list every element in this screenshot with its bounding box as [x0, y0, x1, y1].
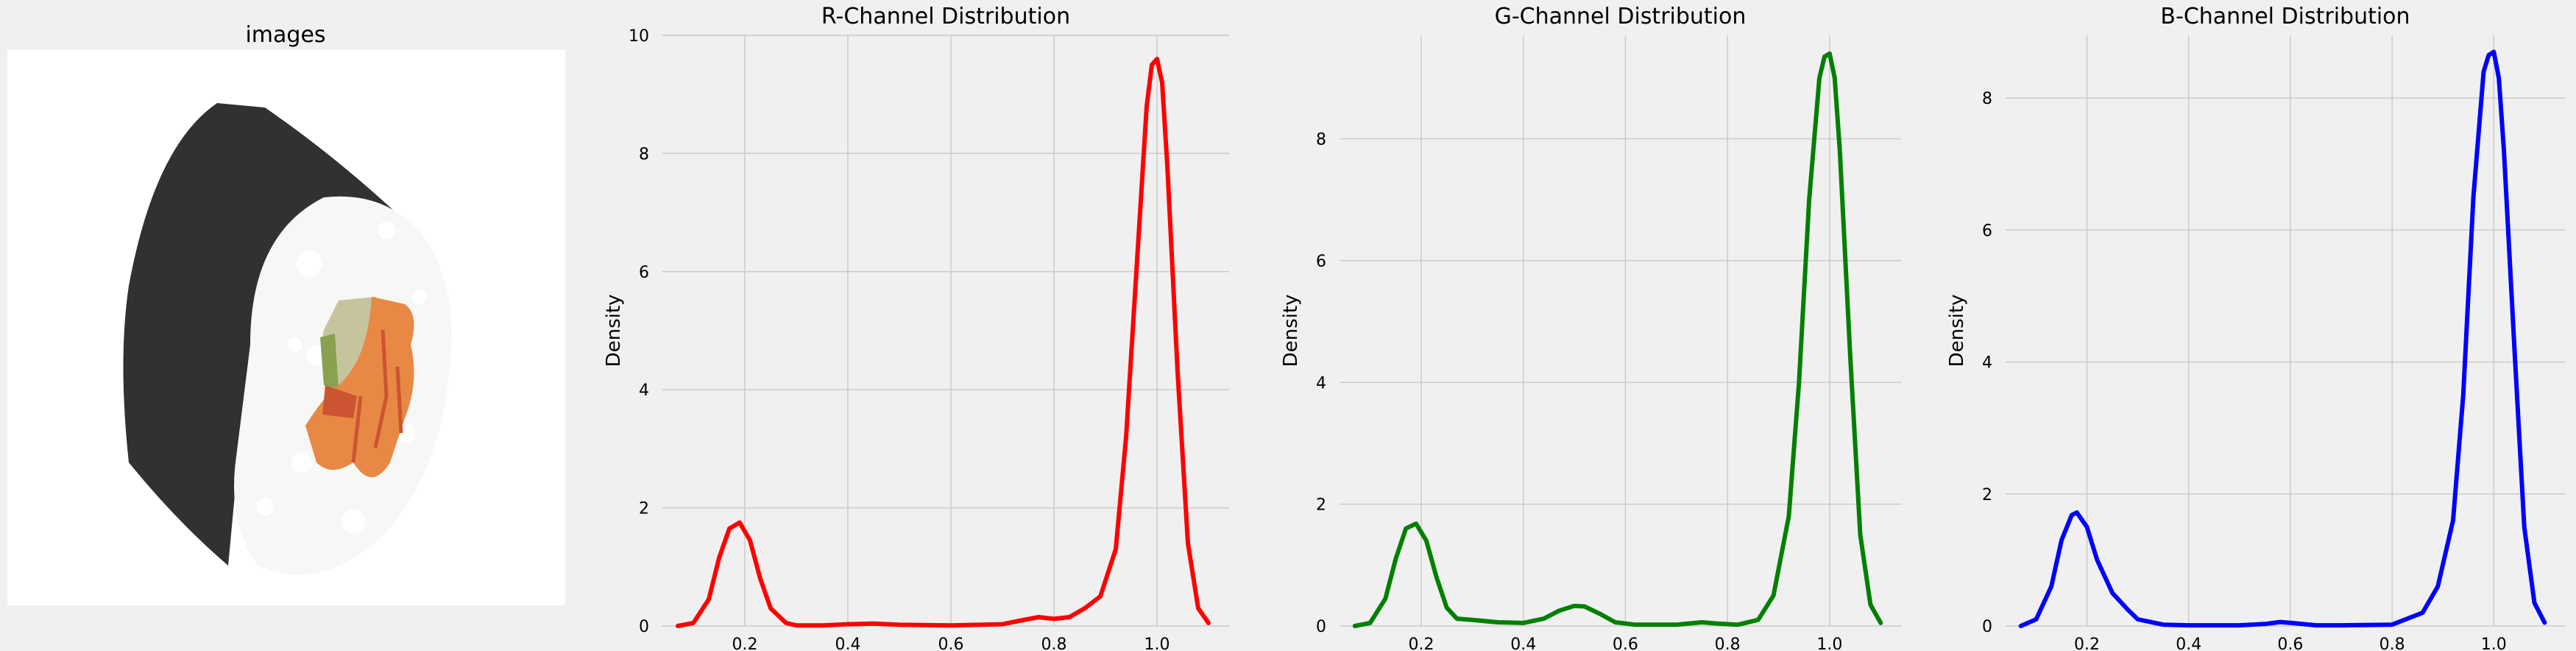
x-tick-label: 0.8: [1041, 636, 1067, 651]
salmon-piece: [305, 297, 414, 477]
chart-1: 0.2 0.4 0.6 0.8 1.0 0 2 4 6 8 10 Density R-Channel D…: [603, 4, 1229, 651]
y-tick-label: 0: [1982, 618, 1992, 636]
chart-title: R-Channel Distribution: [821, 4, 1070, 29]
sushi-roll-image: [123, 103, 452, 575]
y-tick-label: 6: [1316, 253, 1326, 271]
rice-grain: [287, 337, 302, 352]
x-tick-label: 1.0: [1144, 636, 1170, 651]
y-axis-label: Density: [1946, 295, 1968, 367]
image-panel: [7, 50, 565, 605]
x-tick-label: 0.2: [2074, 636, 2100, 651]
y-tick-label: 0: [639, 618, 649, 636]
x-tick-label: 1.0: [2481, 636, 2507, 651]
cucumber-skin: [320, 334, 339, 389]
x-tick-label: 1.0: [1816, 636, 1842, 651]
y-tick-label: 2: [639, 500, 649, 518]
x-tick-label: 0.8: [2379, 636, 2405, 651]
x-tick-label: 0.6: [938, 636, 964, 651]
density-curve: [1352, 51, 1883, 628]
y-tick-label: 0: [1316, 618, 1326, 636]
y-axis-label: Density: [603, 295, 625, 367]
image-panel-title: images: [245, 22, 326, 48]
y-tick-label: 6: [639, 264, 649, 282]
chart-3: 0.2 0.4 0.6 0.8 1.0 0 2 4 6 8 Density B-Channel Dis…: [1946, 4, 2565, 651]
x-tick-label: 0.8: [1715, 636, 1741, 651]
plot-area: [2006, 35, 2565, 626]
chart-title: G-Channel Distribution: [1495, 4, 1747, 29]
x-tick-label: 0.4: [1510, 636, 1536, 651]
y-tick-label: 2: [1982, 486, 1992, 504]
rice-grain: [378, 222, 395, 239]
salmon-lines: [351, 329, 403, 463]
salmon-stripe: [322, 385, 357, 418]
x-tick-label: 0.2: [732, 636, 758, 651]
y-tick-label: 4: [1982, 354, 1992, 373]
x-tick-label: 0.6: [2277, 636, 2303, 651]
chart-2: 0.2 0.4 0.6 0.8 1.0 0 2 4 6 8 Density G-Channel Dis…: [1280, 4, 1901, 651]
y-tick-label: 8: [1982, 90, 1992, 108]
density-curve: [2018, 49, 2547, 628]
y-tick-label: 4: [1316, 374, 1326, 393]
rice-grain: [256, 498, 274, 515]
density-curve: [676, 57, 1211, 628]
plot-area: [1340, 35, 1901, 626]
y-tick-label: 8: [639, 145, 649, 163]
x-tick-label: 0.2: [1408, 636, 1434, 651]
y-axis-label: Density: [1280, 295, 1302, 367]
y-tick-label: 4: [639, 381, 649, 400]
rice-grain: [342, 510, 365, 533]
rice-grain: [296, 250, 322, 277]
chart-title: B-Channel Distribution: [2160, 4, 2410, 29]
y-tick-label: 2: [1316, 496, 1326, 515]
rice-grain: [412, 289, 427, 304]
x-tick-label: 0.4: [835, 636, 861, 651]
y-tick-label: 8: [1316, 131, 1326, 149]
x-tick-label: 0.4: [2176, 636, 2201, 651]
y-tick-label: 10: [629, 27, 649, 46]
rice-grain: [291, 452, 312, 473]
y-tick-label: 6: [1982, 222, 1992, 240]
x-tick-label: 0.6: [1613, 636, 1638, 651]
